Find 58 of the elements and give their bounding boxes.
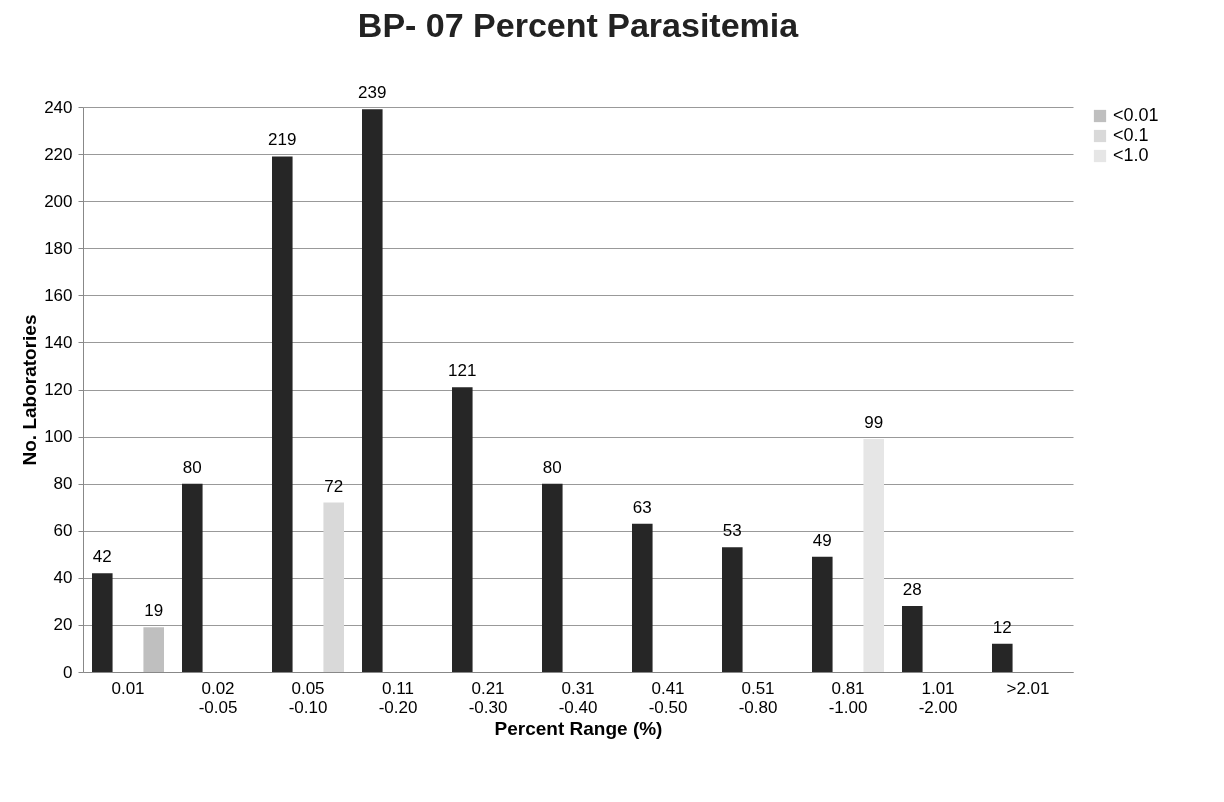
x-tick-label: 0.51 -0.80 xyxy=(738,678,778,717)
y-tick-label: 180 xyxy=(44,238,73,258)
y-tick-label: 220 xyxy=(44,144,73,164)
data-label: 19 xyxy=(144,601,164,621)
data-label: 28 xyxy=(902,580,922,600)
bar xyxy=(722,547,743,672)
y-tick-label: 240 xyxy=(44,97,73,117)
y-tick-label: 40 xyxy=(53,568,73,588)
bar xyxy=(542,483,563,672)
bar xyxy=(992,643,1013,672)
x-tick-label: >2.01 xyxy=(1006,678,1050,698)
data-label: 80 xyxy=(542,457,562,477)
x-tick-label: 0.31 -0.40 xyxy=(558,678,598,717)
x-tick-label: 1.01 -2.00 xyxy=(918,678,958,717)
data-label: 121 xyxy=(448,361,477,381)
y-tick-label: 80 xyxy=(53,474,73,494)
legend-label: <1.0 xyxy=(1113,145,1149,165)
y-axis-title: No. Laboratories xyxy=(19,314,41,466)
chart-title: BP- 07 Percent Parasitemia xyxy=(357,6,800,45)
x-tick-label: 0.02 -0.05 xyxy=(198,678,238,717)
x-tick-label: 0.81 -1.00 xyxy=(828,678,868,717)
bar xyxy=(92,573,113,672)
y-tick-label: 120 xyxy=(44,380,73,399)
bar xyxy=(323,502,344,672)
data-label: 12 xyxy=(992,617,1012,637)
bar xyxy=(452,387,473,672)
data-label: 239 xyxy=(358,83,387,103)
data-label: 80 xyxy=(182,457,202,477)
y-tick-label: 60 xyxy=(53,521,73,541)
legend-label: <0.1 xyxy=(1113,125,1149,145)
y-tick-label: 20 xyxy=(53,615,73,635)
y-tick-label: 0 xyxy=(63,662,73,682)
x-tick-label: 0.41 -0.50 xyxy=(648,678,688,717)
bar xyxy=(632,523,653,672)
bar xyxy=(143,627,164,672)
x-tick-label: 0.21 -0.30 xyxy=(468,678,508,717)
bar xyxy=(182,483,203,672)
x-tick-label: 0.01 xyxy=(111,678,145,698)
y-tick-label: 100 xyxy=(44,427,73,447)
data-label: 72 xyxy=(324,476,344,496)
data-label: 99 xyxy=(864,412,884,432)
data-label: 53 xyxy=(722,521,742,541)
bar xyxy=(272,156,293,672)
y-tick-label: 160 xyxy=(44,285,73,305)
x-tick-label: 0.05 -0.10 xyxy=(288,678,328,717)
x-axis-title: Percent Range (%) xyxy=(494,717,663,739)
x-tick-label: 0.11 -0.20 xyxy=(378,678,418,717)
legend-label: <0.01 xyxy=(1113,105,1159,125)
data-label: 42 xyxy=(92,547,112,567)
y-tick-label: 140 xyxy=(44,332,73,352)
y-tick-label: 200 xyxy=(44,191,73,211)
bar xyxy=(863,438,884,672)
data-label: 63 xyxy=(632,497,652,517)
bar xyxy=(362,109,383,672)
data-label: 49 xyxy=(812,530,832,550)
bar xyxy=(902,606,923,672)
bar xyxy=(812,556,833,672)
data-label: 219 xyxy=(268,130,297,150)
